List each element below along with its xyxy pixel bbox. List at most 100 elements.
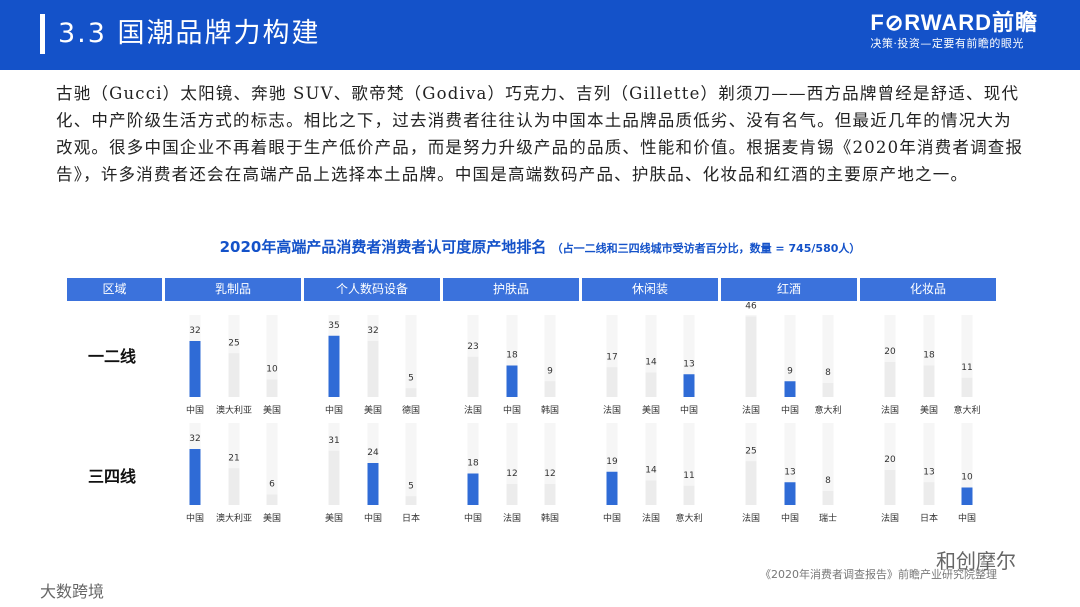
bar-track	[884, 423, 896, 505]
bar-value-label: 5	[408, 481, 414, 491]
bar-value-label: 20	[884, 347, 896, 357]
bar-origin-label: 中国	[781, 404, 799, 416]
intro-paragraph: 古驰（Gucci）太阳镜、奔驰 SUV、歌帝梵（Godiva）巧克力、吉列（Gi…	[56, 84, 1024, 184]
bar-origin-label: 中国	[781, 512, 799, 524]
bar-origin-label: 美国	[263, 512, 281, 524]
bar-track	[923, 423, 935, 505]
bar-tier1-4-1	[606, 367, 618, 397]
bar-value-label: 25	[228, 338, 239, 348]
bar-origin-label: 中国	[958, 512, 976, 524]
bar-origin-label: 法国	[464, 404, 482, 416]
bar-origin-label: 法国	[603, 404, 621, 416]
bar-origin-label: 法国	[642, 512, 660, 524]
column-header-3: 护肤品	[443, 278, 579, 301]
column-header-region: 区域	[67, 278, 162, 301]
bar-tier1-1-1	[189, 341, 201, 397]
bar-tier1-5-2	[784, 381, 796, 397]
bar-track	[884, 315, 896, 397]
bar-origin-label: 中国	[325, 404, 343, 416]
brand-block: F⊘RWARD前瞻 决策·投资—定要有前瞻的眼光	[870, 10, 1038, 52]
bar-value-label: 32	[367, 326, 378, 336]
bar-value-label: 9	[547, 366, 553, 376]
brand-logo: F⊘RWARD前瞻	[870, 10, 1038, 35]
bar-origin-label: 美国	[364, 404, 382, 416]
bar-value-label: 18	[467, 459, 479, 469]
bar-track	[645, 315, 657, 397]
bar-track	[467, 423, 479, 505]
bar-origin-label: 法国	[881, 404, 899, 416]
bar-origin-label: 中国	[464, 512, 482, 524]
bar-track	[961, 423, 973, 505]
bar-value-label: 14	[645, 358, 657, 368]
bar-value-label: 17	[606, 352, 617, 362]
column-header-6: 化妆品	[860, 278, 996, 301]
bar-value-label: 19	[606, 457, 618, 467]
bar-value-label: 8	[825, 368, 831, 378]
bar-track	[822, 423, 834, 505]
column-header-4: 休闲装	[582, 278, 718, 301]
chart-title-main: 2020年高端产品消费者消费者认可度原产地排名	[219, 238, 547, 256]
bar-origin-label: 法国	[742, 512, 760, 524]
bar-tier2-4-2	[645, 480, 657, 505]
bar-tier2-1-2	[228, 468, 240, 505]
bar-track	[606, 315, 618, 397]
bar-value-label: 35	[328, 321, 339, 331]
bar-origin-label: 美国	[263, 404, 281, 416]
bar-tier2-4-1	[606, 471, 618, 505]
bar-track	[544, 423, 556, 505]
title-accent-bar	[40, 14, 45, 54]
bar-tier1-5-1	[745, 316, 757, 397]
bar-track	[822, 315, 834, 397]
bar-tier1-4-2	[645, 372, 657, 397]
bar-tier1-6-2	[923, 365, 935, 397]
bar-tier1-2-1	[328, 335, 340, 397]
bar-tier2-4-3	[683, 485, 695, 505]
bar-tier1-2-2	[367, 341, 379, 397]
bar-origin-label: 中国	[503, 404, 521, 416]
bar-value-label: 13	[784, 467, 795, 477]
watermark-right: 和创摩尔	[936, 549, 1016, 573]
column-header-2: 个人数码设备	[304, 278, 440, 301]
bar-origin-label: 中国	[603, 512, 621, 524]
bar-origin-label: 美国	[642, 404, 660, 416]
bar-track	[961, 315, 973, 397]
chart-subtitle: （占一二线和三四线城市受访者百分比，数量 = 745/580人）	[551, 242, 861, 255]
bar-tier2-5-2	[784, 482, 796, 505]
bar-origin-label: 瑞士	[819, 512, 837, 524]
bar-value-label: 10	[266, 365, 278, 375]
bar-track	[266, 315, 278, 397]
bar-origin-label: 日本	[402, 512, 420, 524]
bar-value-label: 14	[645, 466, 657, 476]
bar-track	[784, 315, 796, 397]
bar-value-label: 46	[745, 302, 757, 312]
bar-origin-label: 日本	[920, 512, 938, 524]
bar-origin-label: 澳大利亚	[216, 512, 252, 524]
bar-track	[683, 315, 695, 397]
bar-tier1-3-3	[544, 381, 556, 397]
bar-tier2-6-3	[961, 487, 973, 505]
bar-origin-label: 中国	[680, 404, 698, 416]
bar-value-label: 12	[506, 469, 517, 479]
column-header-1: 乳制品	[165, 278, 301, 301]
bar-tier2-2-1	[328, 450, 340, 505]
bar-tier1-4-3	[683, 374, 695, 397]
source-note: 《2020年消费者调查报告》前瞻产业研究院整理	[760, 568, 997, 581]
bar-value-label: 23	[467, 342, 478, 352]
bar-origin-label: 法国	[742, 404, 760, 416]
bar-origin-label: 意大利	[814, 404, 841, 416]
bar-origin-label: 中国	[364, 512, 382, 524]
bar-track	[683, 423, 695, 505]
bar-origin-label: 法国	[881, 512, 899, 524]
bar-origin-label: 美国	[920, 404, 938, 416]
bar-track	[405, 423, 417, 505]
row-label-tier2: 三四线	[88, 467, 137, 486]
bar-origin-label: 意大利	[953, 404, 980, 416]
bar-track	[405, 315, 417, 397]
bar-track	[606, 423, 618, 505]
bar-tier2-3-2	[506, 484, 518, 505]
bar-value-label: 24	[367, 448, 379, 458]
bar-origin-label: 韩国	[541, 404, 559, 416]
bar-tier2-2-3	[405, 496, 417, 505]
column-header-5: 红酒	[721, 278, 857, 301]
